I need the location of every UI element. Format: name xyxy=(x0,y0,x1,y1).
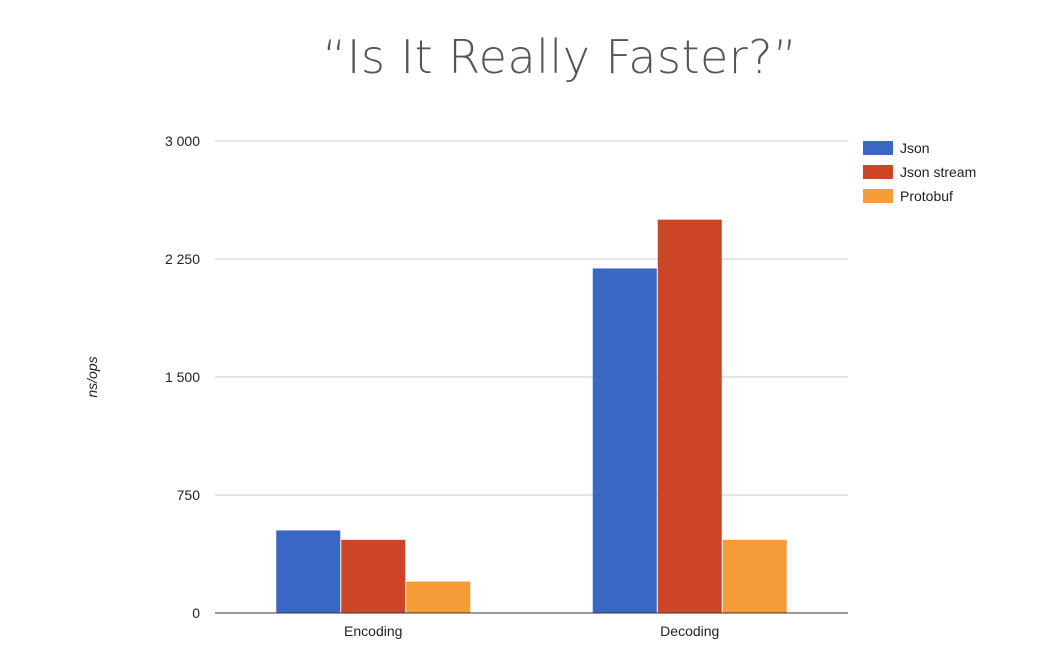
bar-encoding-json-stream xyxy=(341,539,406,613)
bars xyxy=(276,219,787,613)
y-tick-label: 1 500 xyxy=(165,369,200,385)
y-tick-label: 3 000 xyxy=(165,133,200,149)
legend-swatch xyxy=(863,141,893,155)
bar-encoding-json xyxy=(276,530,341,613)
bar-encoding-protobuf xyxy=(406,581,471,613)
legend-label: Json xyxy=(900,140,930,156)
bar-decoding-json-stream xyxy=(657,219,722,613)
y-axis-label: ns/ops xyxy=(84,356,100,397)
bar-decoding-protobuf xyxy=(722,539,787,613)
legend: Json Json stream Protobuf xyxy=(863,140,976,204)
x-tick-label: Decoding xyxy=(660,623,719,639)
legend-label: Protobuf xyxy=(900,188,953,204)
y-tick-label: 2 250 xyxy=(165,251,200,267)
legend-swatch xyxy=(863,165,893,179)
legend-label: Json stream xyxy=(900,164,976,180)
y-tick-label: 0 xyxy=(192,605,200,621)
bar-decoding-json xyxy=(592,268,657,613)
slide-title: “Is It Really Faster?” xyxy=(322,30,798,84)
gridlines xyxy=(215,140,848,496)
legend-swatch xyxy=(863,189,893,203)
y-axis-ticks: 0 750 1 500 2 250 3 000 xyxy=(165,133,200,621)
x-axis-ticks: Encoding Decoding xyxy=(344,623,719,639)
y-tick-label: 750 xyxy=(177,487,201,503)
x-tick-label: Encoding xyxy=(344,623,402,639)
